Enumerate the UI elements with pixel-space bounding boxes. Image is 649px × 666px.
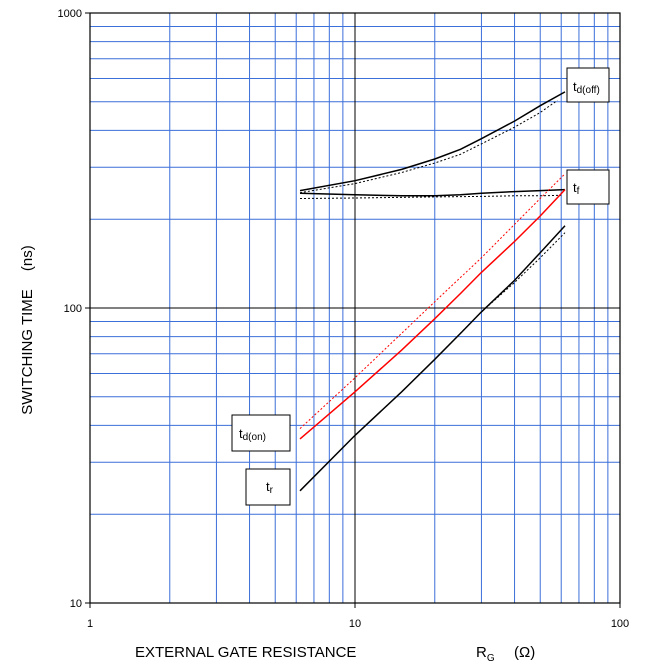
label-box-tf: [566, 169, 610, 205]
x-tick-label: 1: [87, 618, 93, 630]
series-tr-line: [299, 225, 566, 492]
label-box-td-on: [231, 414, 291, 452]
y-axis-title: SWITCHING TIME (ns): [19, 245, 36, 415]
label-tr-text: tr: [266, 479, 274, 496]
label-td-on: td(on): [231, 414, 291, 452]
series-td_off-line: [299, 91, 566, 192]
label-td-off-text: td(off): [573, 79, 600, 96]
y-axis-title-text: SWITCHING TIME: [19, 289, 36, 415]
x-axis-unit: (Ω): [514, 644, 535, 661]
y-tick-label: 1000: [58, 8, 82, 20]
label-td-on-text: td(on): [239, 426, 266, 443]
y-tick-label: 100: [64, 303, 82, 315]
x-axis-title: EXTERNAL GATE RESISTANCE: [135, 644, 356, 661]
x-axis-symbol: RG: [476, 644, 495, 664]
series-td_off-dotted-line: [299, 100, 558, 194]
series-layer: [299, 91, 566, 492]
label-tr: tr: [245, 468, 291, 506]
series-tf-line: [299, 188, 566, 197]
label-box-tr: [245, 468, 291, 506]
series-td_on-line: [299, 189, 566, 440]
series-td_on-dotted-line: [299, 173, 566, 429]
x-tick-label: 10: [349, 618, 361, 630]
label-tf-text: tf: [573, 180, 580, 197]
tick-labels: 1 10 100 10 100 1000: [58, 8, 630, 630]
x-tick-label: 100: [611, 618, 629, 630]
major-grid: [90, 13, 620, 603]
label-td-off: td(off): [566, 67, 610, 103]
y-tick-label: 10: [70, 598, 82, 610]
y-axis-unit: (ns): [19, 245, 36, 271]
x-axis-symbol-sub: G: [487, 653, 495, 664]
label-tf: tf: [566, 169, 610, 205]
x-axis-title-text: EXTERNAL GATE RESISTANCE: [135, 644, 356, 661]
series-tf-dotted-line: [299, 194, 562, 199]
label-box-td-off: [566, 67, 610, 103]
